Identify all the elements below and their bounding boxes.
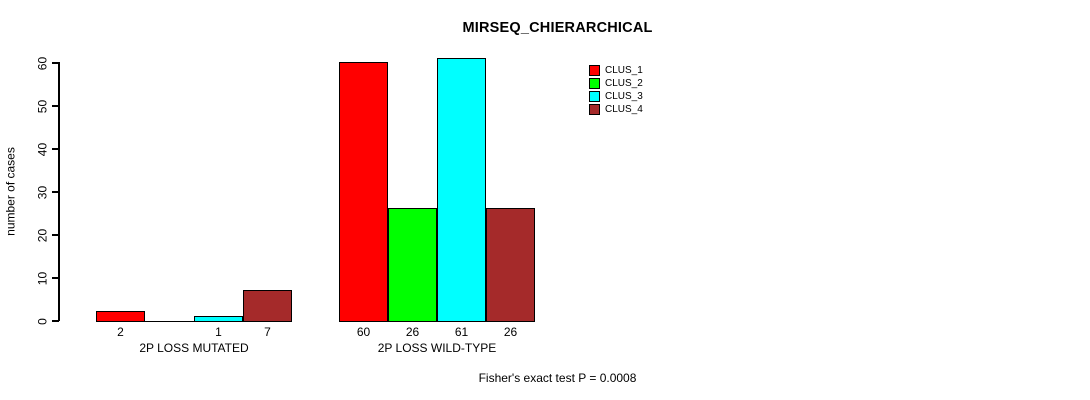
legend-item: CLUS_3: [589, 90, 643, 103]
bar-clus_3-group1: [194, 315, 243, 322]
bar-value-label: 60: [356, 325, 371, 339]
bar-value-label: 2: [117, 325, 124, 339]
legend-swatch-icon: [589, 91, 600, 102]
group-label: 2P LOSS MUTATED: [139, 341, 249, 355]
legend-item: CLUS_4: [589, 103, 643, 116]
legend-label: CLUS_2: [605, 78, 643, 89]
y-axis-tick: [52, 234, 59, 236]
legend-swatch-icon: [589, 104, 600, 115]
y-axis-tick: [52, 105, 59, 107]
bar-value-label: 61: [454, 325, 469, 339]
bar-clus_1-group1: [96, 311, 145, 322]
bar-clus_1-group2: [339, 62, 388, 322]
group-label: 2P LOSS WILD-TYPE: [377, 341, 497, 355]
bar-clus_4-group2: [486, 208, 535, 322]
y-axis-tick: [52, 277, 59, 279]
legend-label: CLUS_3: [605, 91, 643, 102]
legend-item: CLUS_2: [589, 77, 643, 90]
legend-swatch-icon: [589, 65, 600, 76]
bar-value-label: 1: [215, 325, 222, 339]
legend-item: CLUS_1: [589, 64, 643, 77]
y-axis-tick: [52, 62, 59, 64]
bar-clus_4-group1: [243, 289, 292, 322]
legend-label: CLUS_1: [605, 65, 643, 76]
y-axis-tick: [52, 320, 59, 322]
fisher-test-annotation: Fisher's exact test P = 0.0008: [478, 371, 637, 385]
legend-label: CLUS_4: [605, 104, 643, 115]
bar-value-label: 26: [405, 325, 420, 339]
legend-swatch-icon: [589, 78, 600, 89]
bar-clus_3-group2: [437, 57, 486, 322]
chart-title: MIRSEQ_CHIERARCHICAL: [462, 20, 653, 36]
bar-clus_2-group2: [388, 208, 437, 322]
y-axis-tick: [52, 191, 59, 193]
y-axis-tick: [52, 148, 59, 150]
bar-clus_2-group1: [145, 320, 194, 322]
bar-value-label: 7: [264, 325, 271, 339]
legend: CLUS_1 CLUS_2 CLUS_3 CLUS_4: [589, 64, 643, 116]
bar-value-label: 26: [503, 325, 518, 339]
